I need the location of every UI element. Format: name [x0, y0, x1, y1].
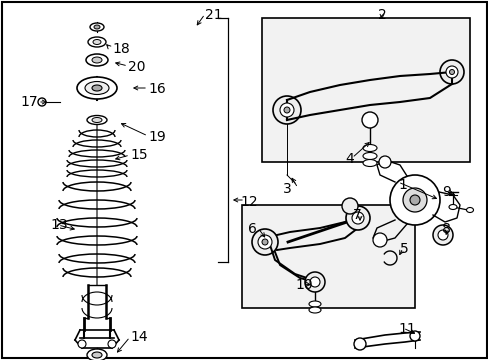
Text: 10: 10: [294, 278, 312, 292]
Ellipse shape: [92, 57, 102, 63]
Text: 4: 4: [345, 152, 353, 166]
Text: 17: 17: [20, 95, 38, 109]
Circle shape: [351, 212, 363, 224]
Circle shape: [389, 175, 439, 225]
Text: 15: 15: [130, 148, 147, 162]
Circle shape: [284, 107, 289, 113]
Text: 13: 13: [50, 218, 67, 232]
Text: 16: 16: [148, 82, 165, 96]
Circle shape: [448, 69, 453, 75]
Circle shape: [437, 230, 447, 240]
Ellipse shape: [87, 116, 107, 125]
Ellipse shape: [92, 352, 102, 358]
Text: 8: 8: [441, 222, 450, 236]
Ellipse shape: [362, 144, 376, 152]
Text: 6: 6: [247, 222, 256, 236]
Text: 11: 11: [397, 322, 415, 336]
Text: 5: 5: [399, 242, 408, 256]
Ellipse shape: [466, 207, 472, 212]
Text: 19: 19: [148, 130, 165, 144]
Text: 2: 2: [377, 8, 386, 22]
Circle shape: [361, 112, 377, 128]
Circle shape: [346, 206, 369, 230]
Circle shape: [108, 340, 116, 348]
Text: 18: 18: [112, 42, 129, 56]
Text: 1: 1: [397, 178, 406, 192]
Circle shape: [445, 66, 457, 78]
Text: 9: 9: [441, 185, 450, 199]
Ellipse shape: [86, 54, 108, 66]
Text: 14: 14: [130, 330, 147, 344]
Circle shape: [378, 156, 390, 168]
Circle shape: [280, 103, 293, 117]
Circle shape: [372, 233, 386, 247]
Circle shape: [251, 229, 278, 255]
Ellipse shape: [92, 85, 102, 91]
Circle shape: [402, 188, 426, 212]
Text: 12: 12: [240, 195, 257, 209]
Ellipse shape: [77, 77, 117, 99]
Text: 20: 20: [128, 60, 145, 74]
Ellipse shape: [38, 98, 46, 106]
Ellipse shape: [92, 117, 102, 122]
Ellipse shape: [85, 81, 109, 95]
Bar: [242, 205, 414, 308]
Circle shape: [309, 277, 319, 287]
Ellipse shape: [88, 37, 106, 47]
Ellipse shape: [448, 204, 456, 210]
Ellipse shape: [308, 307, 320, 313]
Circle shape: [432, 225, 452, 245]
Circle shape: [341, 198, 357, 214]
Circle shape: [353, 338, 365, 350]
Ellipse shape: [87, 349, 107, 360]
Ellipse shape: [90, 23, 104, 31]
Circle shape: [78, 340, 86, 348]
Circle shape: [258, 235, 271, 249]
Circle shape: [262, 239, 267, 245]
Circle shape: [439, 60, 463, 84]
Circle shape: [272, 96, 301, 124]
Ellipse shape: [362, 159, 376, 166]
Text: 21: 21: [204, 8, 222, 22]
Text: 7: 7: [352, 208, 361, 222]
Bar: [262, 18, 469, 162]
Ellipse shape: [93, 40, 101, 45]
Ellipse shape: [308, 301, 320, 307]
Ellipse shape: [94, 25, 100, 29]
Text: 3: 3: [283, 182, 291, 196]
Circle shape: [409, 331, 419, 341]
Circle shape: [305, 272, 325, 292]
Ellipse shape: [362, 153, 376, 159]
Circle shape: [409, 195, 419, 205]
